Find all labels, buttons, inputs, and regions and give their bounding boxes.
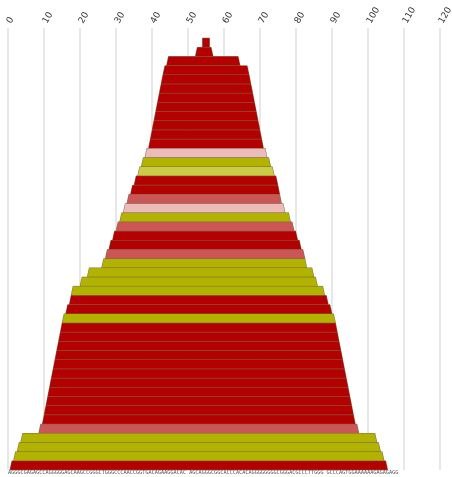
layer-bar bbox=[13, 451, 385, 462]
layer-bar bbox=[157, 92, 255, 103]
layer-bar bbox=[47, 387, 351, 397]
layer-bar bbox=[54, 350, 344, 360]
layer-bar bbox=[158, 83, 254, 94]
layer-bar bbox=[61, 313, 336, 324]
layer-bar bbox=[151, 120, 261, 131]
layer-bar bbox=[70, 285, 326, 296]
layer-bar bbox=[104, 249, 306, 259]
layer-bar bbox=[162, 65, 250, 76]
layer-bar bbox=[140, 157, 272, 167]
layer-bar bbox=[126, 194, 282, 204]
x-tick-label: 80 bbox=[293, 10, 308, 25]
x-tick-label: 10 bbox=[41, 10, 56, 25]
layer-bar bbox=[45, 396, 353, 406]
layer-bar bbox=[65, 304, 333, 314]
x-tick-label: 0 bbox=[5, 15, 17, 25]
layer-bar bbox=[202, 37, 210, 48]
x-tick-label: 70 bbox=[257, 10, 272, 25]
layer-bar bbox=[38, 423, 360, 434]
layer-bar bbox=[20, 432, 378, 443]
layer-bar bbox=[43, 405, 354, 416]
sequence-label: AGGGCGAGAGCCAGGGGGAGCAAGCCGGGCTGGGCCCAAC… bbox=[8, 470, 398, 476]
layer-bar bbox=[56, 341, 342, 351]
layer-bar bbox=[148, 138, 264, 149]
x-tick-label: 90 bbox=[329, 10, 344, 25]
layer-bar bbox=[144, 148, 268, 158]
layer-bar bbox=[166, 56, 241, 66]
layer-bar bbox=[160, 74, 252, 85]
layer-bar bbox=[137, 166, 275, 177]
layer-bar bbox=[68, 295, 329, 305]
x-tick-label: 50 bbox=[185, 10, 200, 25]
x-tick-label: 100 bbox=[365, 5, 382, 25]
layer-bar bbox=[49, 377, 349, 388]
x-tick-label: 120 bbox=[437, 5, 452, 25]
layer-bar bbox=[59, 322, 338, 333]
layer-bar bbox=[108, 239, 302, 250]
layer-bars bbox=[9, 37, 389, 471]
layer-bar bbox=[155, 102, 257, 112]
layer-bar bbox=[122, 203, 286, 213]
layer-bar bbox=[86, 267, 315, 278]
x-tick-label: 30 bbox=[113, 10, 128, 25]
layer-bar bbox=[58, 331, 340, 342]
layer-bar bbox=[41, 414, 356, 425]
layer-bar bbox=[50, 368, 347, 379]
layer-bar bbox=[130, 184, 281, 195]
layer-bar bbox=[133, 175, 279, 186]
layer-bar bbox=[153, 111, 259, 121]
layer-bar bbox=[9, 460, 389, 471]
x-tick-label: 60 bbox=[221, 10, 236, 25]
layer-bar bbox=[101, 258, 308, 269]
x-tick-label: 110 bbox=[401, 5, 418, 25]
x-tick-label: 40 bbox=[149, 10, 164, 25]
x-tick-label: 20 bbox=[77, 10, 92, 25]
layer-bar bbox=[115, 221, 295, 232]
layer-bar bbox=[16, 442, 381, 452]
layer-bar bbox=[112, 230, 299, 241]
layer-bar bbox=[149, 129, 263, 140]
layer-bar bbox=[79, 276, 318, 287]
layer-bar bbox=[52, 359, 345, 370]
layer-bar bbox=[194, 46, 214, 57]
layer-bar bbox=[119, 212, 291, 223]
x-axis-ticks: 0 10 20 30 40 50 60 70 80 90 100 110 120 bbox=[5, 5, 452, 25]
